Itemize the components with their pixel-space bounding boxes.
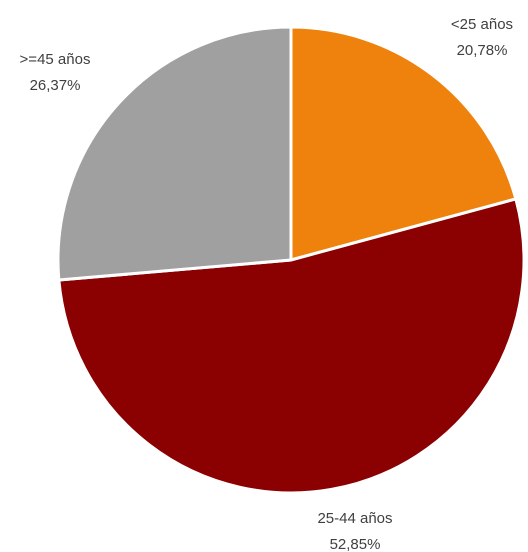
pie-slice-2 (57, 197, 526, 495)
slice-label-1: <25 años (451, 16, 513, 33)
slice-label-2: 25-44 años (317, 510, 392, 527)
slice-value-label-3: 26,37% (30, 77, 81, 94)
slice-value-label-2: 52,85% (330, 536, 381, 552)
pie-slice-3 (56, 25, 293, 282)
pie-slice-1 (289, 25, 518, 262)
pie-slices (56, 25, 526, 495)
pie-labels: <25 años 20,78% 25-44 años 52,85% >=45 años 2… (20, 16, 514, 552)
slice-value-label-1: 20,78% (457, 42, 508, 59)
slice-label-3: >=45 años (20, 51, 91, 68)
